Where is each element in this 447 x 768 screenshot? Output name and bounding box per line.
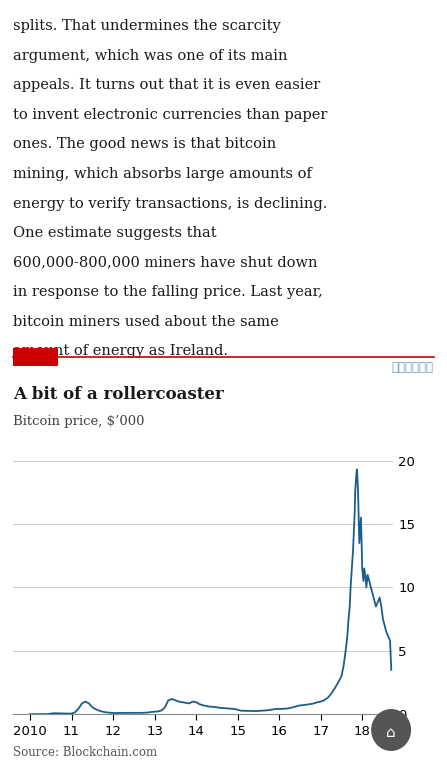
Text: amount of energy as Ireland.: amount of energy as Ireland. (13, 344, 228, 359)
Text: ones. The good news is that bitcoin: ones. The good news is that bitcoin (13, 137, 277, 151)
Text: argument, which was one of its main: argument, which was one of its main (13, 49, 288, 63)
Text: Bitcoin price, $’000: Bitcoin price, $’000 (13, 415, 145, 429)
Text: ⌂: ⌂ (386, 724, 396, 740)
Text: bitcoin miners used about the same: bitcoin miners used about the same (13, 315, 279, 329)
Text: Source: Blockchain.com: Source: Blockchain.com (13, 746, 157, 759)
Text: energy to verify transactions, is declining.: energy to verify transactions, is declin… (13, 197, 328, 210)
Text: appeals. It turns out that it is even easier: appeals. It turns out that it is even ea… (13, 78, 320, 92)
Text: 少年派读报君: 少年派读报君 (392, 361, 434, 374)
Text: 600,000-800,000 miners have shut down: 600,000-800,000 miners have shut down (13, 256, 318, 270)
Circle shape (372, 710, 410, 750)
Text: One estimate suggests that: One estimate suggests that (13, 226, 217, 240)
Text: A bit of a rollercoaster: A bit of a rollercoaster (13, 386, 224, 403)
Text: splits. That undermines the scarcity: splits. That undermines the scarcity (13, 19, 281, 33)
Text: in response to the falling price. Last year,: in response to the falling price. Last y… (13, 285, 323, 300)
Text: mining, which absorbs large amounts of: mining, which absorbs large amounts of (13, 167, 312, 181)
Text: to invent electronic currencies than paper: to invent electronic currencies than pap… (13, 108, 328, 122)
